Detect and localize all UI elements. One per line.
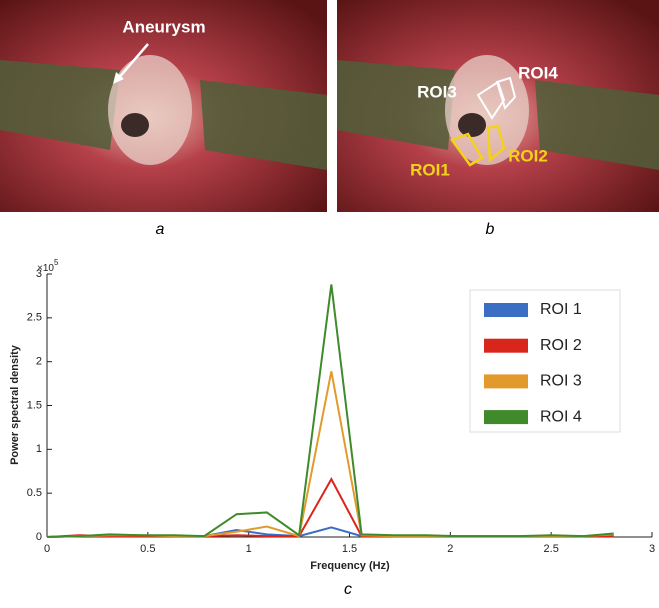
x-tick-label: 3 [649,543,655,555]
annotation: ROI4 [518,63,558,82]
line [46,284,614,538]
y-multiplier: ×105 [37,258,59,274]
legend-swatch [484,374,528,389]
legend-label: ROI 2 [540,337,582,354]
y-tick-label: 1 [36,443,42,455]
photo-a: Aneurysm [0,0,327,212]
photo-b: ROI3 ROI4 ROI1 ROI2 [337,0,659,212]
panel-label: a [156,221,165,238]
x-tick-label: 2.5 [544,543,559,555]
x-tick-label: 1.5 [342,543,357,555]
y-tick-label: 0 [36,531,42,543]
legend-label: ROI 1 [540,301,582,318]
annotation: ROI3 [417,82,457,101]
y-multiplier-exponent: 5 [54,258,59,267]
annotation: ROI1 [410,160,450,179]
y-multiplier-base: ×10 [37,263,54,274]
panel-label: c [344,581,352,598]
y-tick-label: 2 [36,356,42,368]
y-tick-label: 2.5 [27,312,42,324]
panel-label: b [486,221,495,238]
x-axis-label: Frequency (Hz) [310,560,390,572]
legend-swatch [484,338,528,353]
x-tick-label: 0 [44,543,50,555]
legend-label: ROI 4 [540,408,582,425]
legend-swatch [484,303,528,317]
annotation: ROI2 [508,146,548,165]
y-tick-label: 1.5 [27,399,42,411]
x-tick-label: 1 [246,543,252,555]
y-tick-label: 0.5 [27,487,42,499]
legend-swatch [484,410,528,425]
y-tick-label: 3 [36,268,42,280]
annotation: Aneurysm [122,17,205,36]
x-tick-label: 0.5 [140,543,155,555]
x-tick-label: 2 [447,543,453,555]
y-axis-label: Power spectral density [9,344,21,465]
legend-label: ROI 3 [540,373,582,390]
